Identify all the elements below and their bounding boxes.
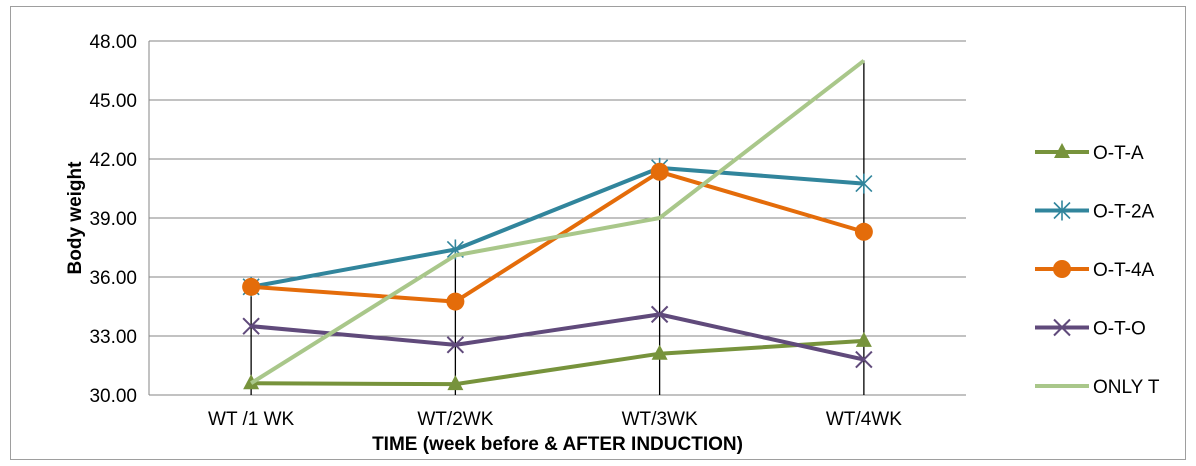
- legend-entry: O-T-2A: [1035, 200, 1155, 223]
- data-point: [446, 336, 465, 354]
- legend-entry: O-T-4A: [1035, 260, 1155, 281]
- y-tick-label: 39.00: [89, 209, 137, 230]
- series-line: [250, 165, 865, 289]
- data-point: [242, 277, 261, 296]
- x-axis-tick-labels: WT /1 WK WT/2WK WT/3WK WT/4WK: [208, 409, 902, 430]
- legend-entry: O-T-A: [1035, 143, 1144, 164]
- series-o-t-2a: [242, 157, 873, 297]
- x-tick-label: WT/3WK: [622, 409, 698, 430]
- data-point: [446, 292, 465, 311]
- legend-label: O-T-O: [1093, 319, 1146, 340]
- data-point: [855, 350, 873, 369]
- y-tick-label: 33.00: [89, 327, 137, 348]
- data-point: [1053, 200, 1071, 221]
- data-point: [1053, 318, 1071, 337]
- x-axis-title: TIME (week before & AFTER INDUCTION): [372, 434, 743, 455]
- y-tick-label: 36.00: [89, 268, 137, 289]
- chart-frame: 30.00 33.00 36.00 39.00 42.00 45.00 48.00 WT /…: [10, 6, 1186, 460]
- legend-label: O-T-A: [1093, 143, 1144, 164]
- x-tick-label: WT/4WK: [826, 409, 902, 430]
- data-point: [650, 305, 669, 324]
- y-tick-label: 30.00: [89, 386, 137, 407]
- y-tick-label: 42.00: [89, 150, 137, 171]
- legend: O-T-A O-T-2A O-T-4A O-T-O ONLY T: [1035, 143, 1160, 398]
- data-point: [855, 331, 872, 347]
- series-only-t: [250, 59, 866, 385]
- series-line: [250, 59, 866, 385]
- series-lines: [242, 59, 873, 391]
- series-o-t-o: [242, 305, 873, 369]
- line-chart: 30.00 33.00 36.00 39.00 42.00 45.00 48.00 WT /…: [65, 32, 1160, 455]
- y-tick-label: 48.00: [89, 32, 137, 53]
- legend-entry: O-T-O: [1035, 319, 1146, 340]
- data-point: [650, 162, 669, 181]
- data-point: [242, 317, 260, 335]
- data-point: [1053, 260, 1071, 278]
- data-point: [854, 222, 873, 241]
- series-line: [251, 338, 864, 387]
- gridlines: [148, 40, 966, 396]
- data-point: [855, 173, 873, 194]
- y-axis-title: Body weight: [65, 161, 86, 275]
- data-point: [447, 375, 464, 391]
- x-tick-label: WT/2WK: [417, 409, 493, 430]
- legend-label: ONLY T: [1093, 377, 1160, 398]
- data-point: [1054, 143, 1070, 158]
- series-line: [250, 312, 865, 362]
- y-axis-tick-labels: 30.00 33.00 36.00 39.00 42.00 45.00 48.00: [89, 32, 137, 407]
- legend-label: O-T-4A: [1093, 260, 1155, 281]
- x-tick-label: WT /1 WK: [208, 409, 295, 430]
- data-point: [651, 344, 668, 360]
- legend-entry: ONLY T: [1035, 377, 1160, 398]
- legend-label: O-T-2A: [1093, 202, 1155, 223]
- y-tick-label: 45.00: [89, 91, 137, 112]
